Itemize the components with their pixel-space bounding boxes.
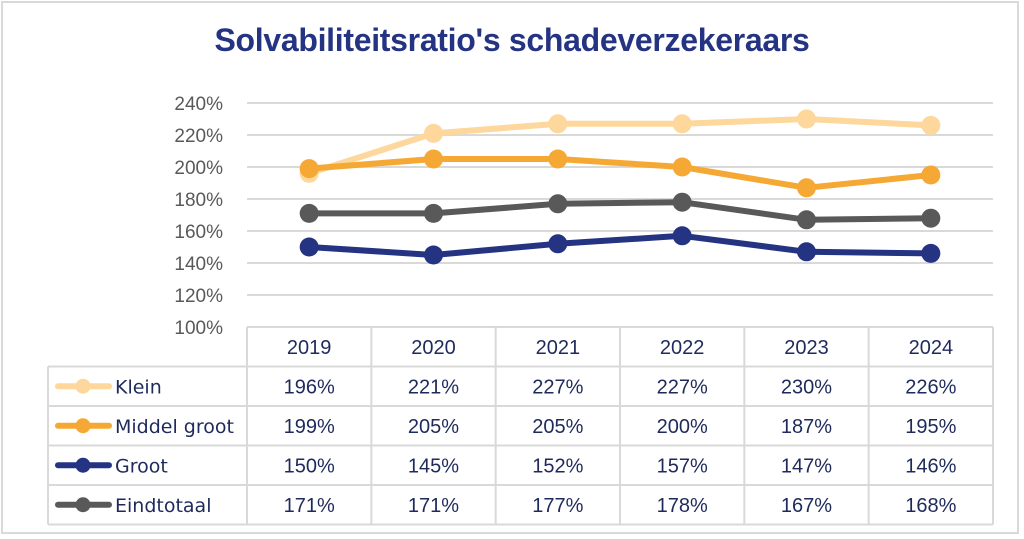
legend-label: Eindtotaal <box>115 495 211 517</box>
x-category-label: 2019 <box>287 337 332 359</box>
series-line <box>308 156 932 191</box>
data-point <box>672 157 692 177</box>
table-cell-value: 196% <box>284 376 335 398</box>
data-point <box>424 203 443 223</box>
table-cell-value: 157% <box>657 455 708 477</box>
chart-title: Solvabiliteitsratio's schadeverzekeraars <box>214 22 810 58</box>
series-line <box>308 116 931 177</box>
y-tick-label: 120% <box>174 286 223 307</box>
y-tick-label: 100% <box>174 318 223 339</box>
gridlines <box>247 102 993 296</box>
y-tick-label: 200% <box>174 158 223 179</box>
data-point <box>921 208 941 228</box>
data-point <box>548 194 568 214</box>
data-point <box>672 114 692 134</box>
table-cell-value: 227% <box>657 376 708 398</box>
data-point <box>797 178 816 198</box>
y-tick-label: 140% <box>174 254 223 275</box>
data-point <box>424 149 443 169</box>
table-cell-value: 167% <box>781 495 832 517</box>
series-lines <box>299 109 941 265</box>
x-category-label: 2020 <box>411 337 456 359</box>
data-point <box>672 226 692 246</box>
table-cell-value: 178% <box>657 495 708 517</box>
y-tick-label: 240% <box>174 94 223 115</box>
table-cell-value: 150% <box>284 455 335 477</box>
data-point <box>797 109 816 129</box>
legend-marker-icon <box>75 418 91 434</box>
table-cell-value: 221% <box>408 376 459 398</box>
data-point <box>797 210 816 230</box>
data-point <box>921 243 941 263</box>
x-category-label: 2023 <box>784 337 829 359</box>
table-cell-value: 187% <box>781 416 832 438</box>
data-point <box>299 159 319 179</box>
table-cell-value: 226% <box>905 376 956 398</box>
table-cell-value: 147% <box>781 455 832 477</box>
table-cell-value: 145% <box>408 455 459 477</box>
legend-label: Middel groot <box>115 416 234 438</box>
y-axis-ticks: 100% 120% 140% 160% 180% 200% 220% 240% <box>174 94 223 339</box>
series-middel-groot <box>299 149 941 198</box>
data-point <box>672 192 692 212</box>
data-point <box>424 245 443 265</box>
table-cell-value: 227% <box>532 376 583 398</box>
x-category-label: 2024 <box>909 337 954 359</box>
legend-label: Klein <box>115 376 162 398</box>
table-cell-value: 177% <box>532 495 583 517</box>
series-eindtotaal <box>299 192 941 230</box>
legend-label: Groot <box>115 455 168 477</box>
series-line <box>308 232 931 258</box>
series-line <box>309 199 931 223</box>
table-cell-value: 195% <box>905 416 956 438</box>
y-tick-label: 160% <box>174 222 223 243</box>
table-cell-value: 168% <box>905 495 956 517</box>
table-cell-value: 230% <box>781 376 832 398</box>
table-cell-value: 200% <box>657 416 708 438</box>
table-cell-value: 205% <box>408 416 459 438</box>
x-category-label: 2022 <box>660 337 705 359</box>
data-point <box>797 242 816 262</box>
data-point <box>548 234 568 254</box>
data-point <box>299 203 319 223</box>
data-point <box>921 165 941 185</box>
legend-marker-icon <box>75 457 91 473</box>
table-cell-value: 152% <box>532 455 583 477</box>
data-point <box>921 115 941 135</box>
legend-marker-icon <box>75 497 91 513</box>
data-point <box>548 149 568 169</box>
data-point <box>548 114 568 134</box>
table-cell-value: 199% <box>284 416 335 438</box>
table-cell-value: 171% <box>284 495 335 517</box>
x-category-label: 2021 <box>536 337 581 359</box>
data-table: 2019 2020 2021 2022 2023 2024 Klein 196% 221% 227… <box>47 326 994 526</box>
data-point <box>424 123 443 143</box>
y-tick-label: 180% <box>174 190 223 211</box>
table-cell-value: 171% <box>408 495 459 517</box>
y-tick-label: 220% <box>174 126 223 147</box>
table-cell-value: 146% <box>905 455 956 477</box>
legend-marker-icon <box>75 378 91 394</box>
series-groot <box>299 226 941 265</box>
table-cell-value: 205% <box>532 416 583 438</box>
series-klein <box>299 109 941 183</box>
data-point <box>299 237 319 257</box>
